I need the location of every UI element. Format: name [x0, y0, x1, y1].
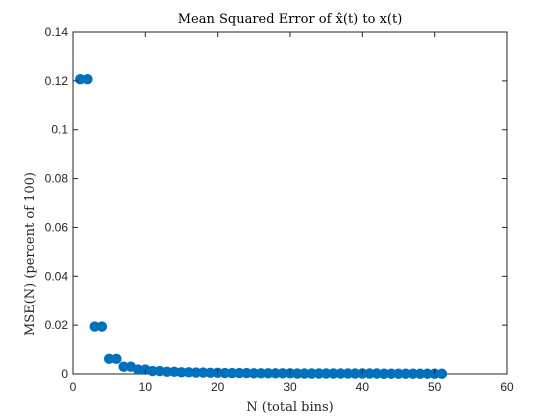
data-point	[364, 368, 375, 379]
x-tick-label: 20	[211, 380, 225, 394]
y-axis-label: MSE(N) (percent of 100)	[23, 172, 38, 336]
data-point	[378, 368, 390, 379]
data-point	[205, 367, 216, 378]
x-tick-label: 50	[428, 380, 442, 394]
x-tick-label: 30	[283, 380, 297, 394]
data-point	[82, 73, 93, 85]
title-text: Mean Squared Error of x̂(t) to x(t)	[178, 12, 403, 27]
data-point	[118, 361, 129, 372]
x-tick-label: 0	[70, 380, 77, 394]
data-point	[299, 368, 310, 379]
data-point	[75, 73, 86, 85]
x-tick-label: 10	[139, 380, 153, 394]
data-point	[219, 367, 231, 379]
data-point	[190, 367, 202, 378]
y-tick-label: 0.14	[45, 25, 69, 39]
y-tick-label: 0.02	[45, 318, 69, 332]
data-markers	[75, 73, 448, 379]
x-tick-label: 60	[500, 380, 514, 394]
data-point	[292, 368, 303, 379]
y-tick-label: 0.04	[45, 269, 69, 283]
data-point	[320, 368, 332, 379]
data-point	[306, 368, 317, 379]
data-point	[147, 365, 158, 377]
data-point	[436, 368, 448, 379]
data-point	[407, 368, 419, 379]
y-tick-label: 0.06	[45, 220, 69, 234]
data-point	[248, 368, 260, 379]
data-point	[277, 368, 288, 379]
x-tick-label: 40	[356, 380, 370, 394]
y-tick-label: 0.12	[45, 74, 69, 88]
data-point	[89, 321, 100, 332]
data-point	[161, 366, 173, 378]
x-axis-label: N (total bins)	[246, 400, 334, 415]
data-point	[132, 364, 144, 375]
y-tick-label: 0	[61, 367, 68, 381]
data-point	[335, 368, 346, 379]
data-point	[96, 321, 108, 332]
data-point	[313, 368, 325, 379]
data-point	[226, 367, 238, 379]
data-point	[255, 368, 267, 379]
data-point	[328, 368, 339, 379]
data-point	[234, 367, 245, 379]
data-point	[422, 368, 433, 379]
data-point	[176, 367, 187, 378]
data-point	[349, 368, 361, 379]
data-point	[400, 368, 411, 379]
data-point	[111, 353, 122, 365]
y-tick-label: 0.08	[45, 172, 69, 186]
data-point	[393, 368, 404, 379]
data-point	[386, 368, 397, 379]
data-point	[415, 368, 426, 379]
chart-title: Mean Squared Error of x̂(t) to x(t)	[178, 12, 403, 27]
data-point	[270, 368, 281, 379]
data-point	[103, 353, 115, 365]
y-tick-label: 0.1	[51, 123, 68, 137]
axes-box	[72, 31, 508, 375]
data-point	[342, 368, 354, 379]
plot-area	[72, 31, 508, 375]
axis-ticks: 0 10 20 30 40 50 60 0 0.02 0.04 0.06 0.08 0.1 0.12 0.1…	[45, 25, 514, 394]
data-point	[263, 368, 274, 379]
